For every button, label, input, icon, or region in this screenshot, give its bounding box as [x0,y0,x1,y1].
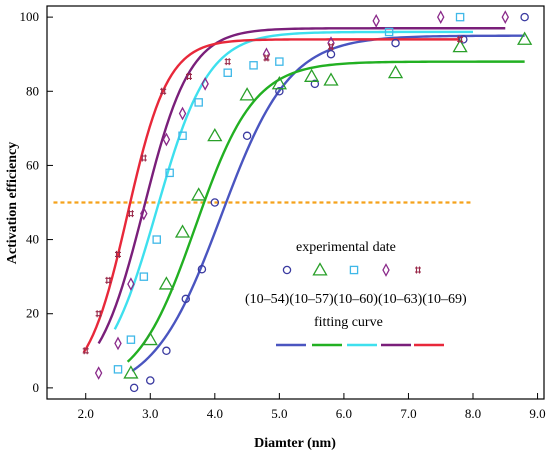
data-point-diamond [127,277,135,291]
y-tick-label: 40 [26,232,39,247]
data-point-circle [326,49,336,59]
data-point-square [152,235,161,244]
data-point-circle [210,198,220,207]
legend-marker-circle [282,265,292,275]
data-point-triangle [323,72,339,86]
data-point-hash [115,250,121,258]
x-tick-label: 9.0 [529,406,545,421]
y-axis-ticks: 0 20 40 60 80 100 [20,9,53,395]
data-point-circle [197,264,207,274]
legend-marker-diamond [382,263,390,277]
data-point-hash [127,210,134,218]
data-point-diamond [140,206,148,221]
data-point-hash [95,310,102,318]
data-point-square [194,98,203,107]
data-point-triangle [142,331,158,346]
data-point-triangle [452,38,468,53]
legend-series-labels: (10–54)(10–57)(10–60)(10–63)(10–69) [245,292,467,307]
data-point-diamond [94,366,103,380]
x-tick-label: 2.0 [78,406,94,421]
plot-area-frame [46,5,545,400]
data-point-hash [263,54,270,62]
data-point-circle [146,376,155,385]
data-point-hash [105,276,112,284]
data-point-diamond [436,10,445,24]
data-point-triangle [191,187,207,201]
data-point-circle [129,383,139,393]
x-tick-label: 4.0 [207,406,223,421]
x-tick-label: 8.0 [465,406,481,421]
y-tick-label: 0 [33,380,40,395]
data-point-square [113,365,123,374]
legend-marker-triangle [312,262,328,276]
data-point-circle [391,38,400,48]
data-point-diamond [201,77,209,91]
fitting-curve-(10–54) [131,34,525,372]
data-point-triangle [517,31,533,45]
data-point-square [249,61,258,70]
data-point-triangle [387,64,404,79]
fitting-curve-(10–60) [113,30,473,330]
data-point-circle [181,294,191,304]
y-tick-label: 80 [26,83,39,98]
data-points [82,10,533,393]
legend-curves-title: fitting curve [314,315,383,330]
data-point-diamond [372,13,380,28]
data-point-triangle [304,68,320,82]
x-tick-label: 3.0 [142,406,158,421]
data-point-hash [160,87,167,95]
x-tick-label: 7.0 [400,406,416,421]
legend: experimental date (10–54)(10–57)(10–60)(… [245,240,467,347]
data-point-square [275,57,284,66]
data-point-circle [459,35,468,44]
x-axis-title: Diamter (nm) [254,436,336,451]
data-point-circle [310,79,320,89]
y-tick-label: 60 [26,157,39,172]
data-point-diamond [262,47,271,62]
data-point-square [384,27,394,37]
y-tick-label: 20 [26,306,39,321]
x-tick-label: 6.0 [336,406,352,421]
data-point-square [139,272,149,281]
y-tick-label: 100 [20,9,40,24]
data-point-square [165,168,174,178]
x-tick-label: 5.0 [271,406,287,421]
fitting-curve-(10–63) [97,27,506,345]
data-point-triangle [123,365,139,379]
data-point-hash [328,43,334,51]
data-point-diamond [501,10,510,24]
data-point-hash [224,58,231,66]
data-point-square [178,131,187,141]
legend-marker-hash [415,266,421,274]
data-point-circle [520,12,529,22]
legend-points-title: experimental date [296,240,396,255]
data-point-diamond [114,336,122,351]
data-point-triangle [158,276,175,290]
data-point-circle [242,131,252,141]
data-point-square [126,335,136,344]
x-axis-ticks: 2.0 3.0 4.0 5.0 6.0 7.0 8.0 9.0 [78,393,546,421]
fitting-curves [82,27,525,372]
legend-markers [282,262,421,277]
data-point-diamond [178,106,187,121]
data-point-square [223,68,232,77]
data-point-hash [186,72,192,80]
data-point-circle [162,346,171,356]
data-point-triangle [271,76,287,90]
legend-marker-square [349,265,359,275]
data-point-square [455,12,465,22]
data-point-circle [275,87,284,96]
data-point-diamond [162,132,171,147]
data-point-triangle [174,224,191,238]
data-point-hash [82,347,89,355]
data-point-hash [457,35,464,43]
fitting-curve-(10–57) [126,60,525,363]
y-axis-title: Activation efficiency [5,142,20,264]
data-point-triangle [207,127,223,142]
data-point-hash [140,154,147,162]
data-point-triangle [239,87,255,101]
